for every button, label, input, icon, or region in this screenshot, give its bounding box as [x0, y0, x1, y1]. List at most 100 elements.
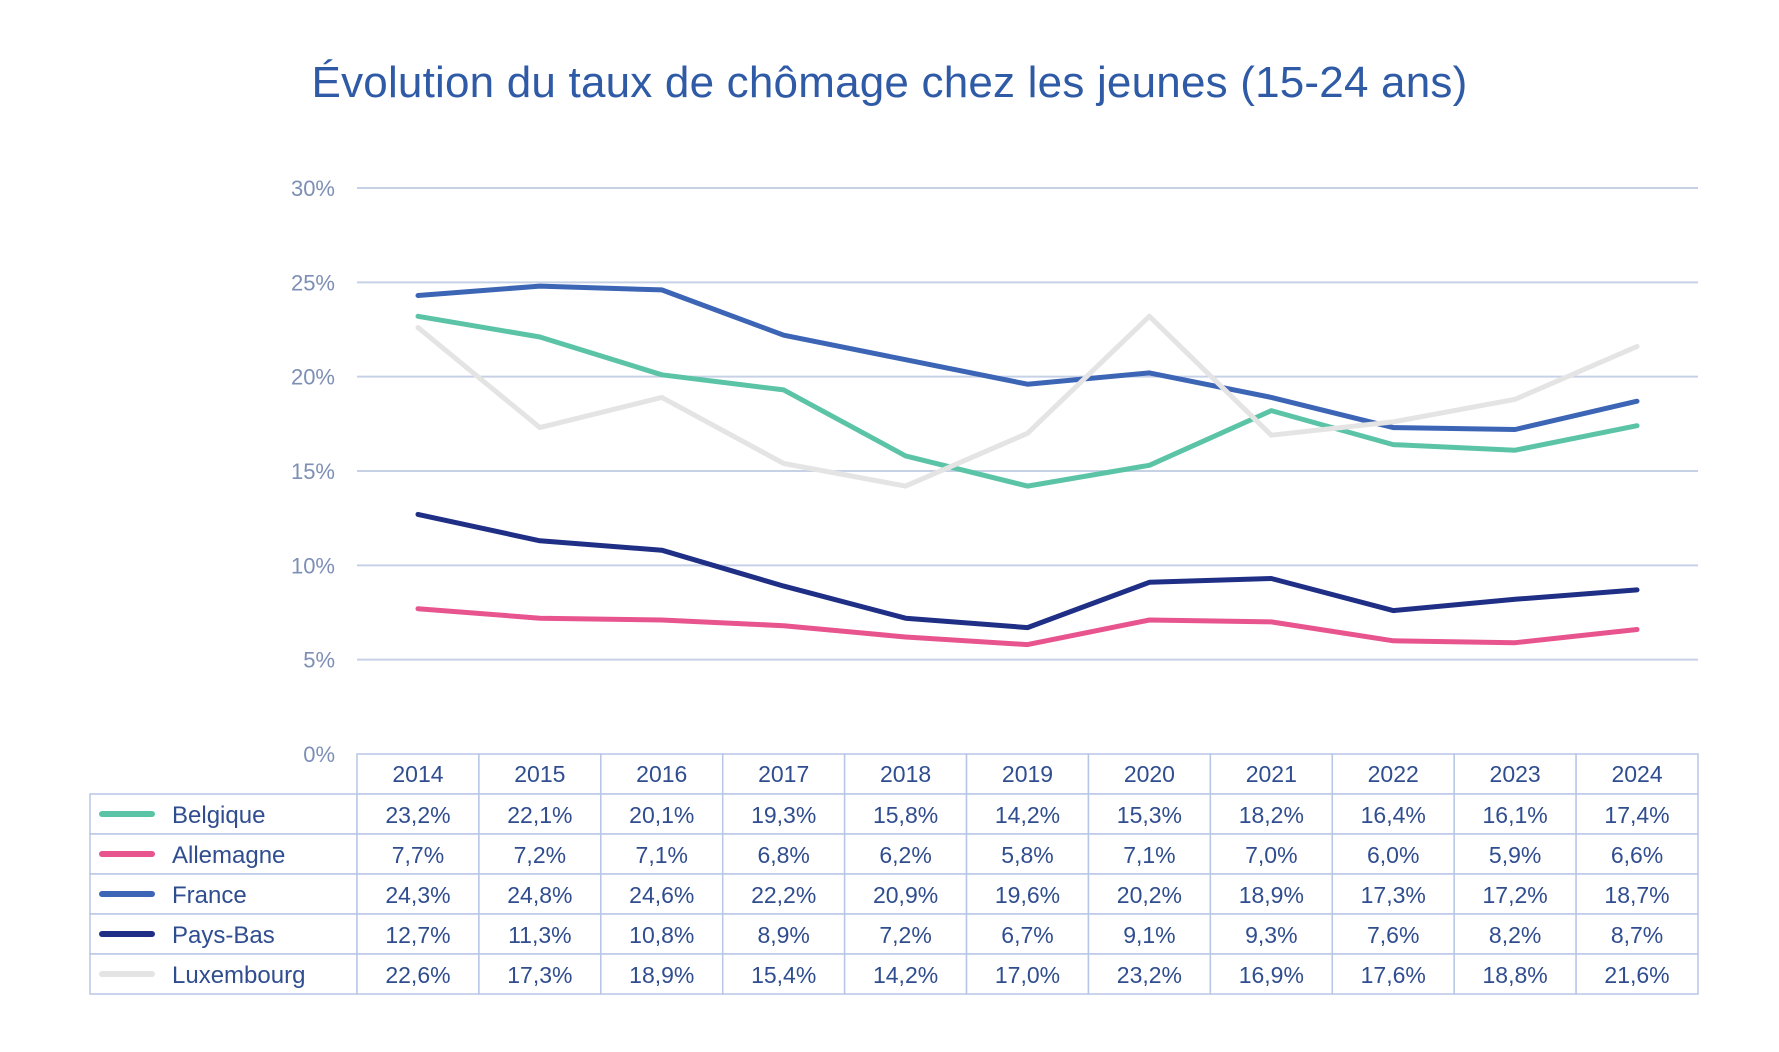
y-axis-ticks: 0% 5% 10% 15% 20% 25% 30%: [291, 176, 335, 767]
table-cell: [1331, 873, 1455, 915]
table-cell: [843, 913, 968, 955]
data-label: 8,9%: [757, 922, 809, 948]
table-cell: [478, 953, 602, 995]
data-label: 15,4%: [751, 962, 816, 988]
data-label: 6,2%: [879, 842, 931, 868]
data-label: 14,2%: [873, 962, 938, 988]
table-cell: [721, 913, 846, 955]
table-cell: [965, 793, 1090, 835]
data-label: 7,2%: [879, 922, 931, 948]
series-line-france: [415, 283, 1640, 432]
data-label: 17,3%: [1361, 882, 1426, 908]
x-tick-label: 2024: [1611, 761, 1662, 787]
data-label: 18,8%: [1483, 962, 1548, 988]
data-label: 18,9%: [1239, 882, 1304, 908]
data-label: 7,0%: [1245, 842, 1297, 868]
data-label: 22,1%: [507, 802, 572, 828]
table-cell: [600, 913, 724, 955]
data-label: 24,8%: [507, 882, 572, 908]
data-table: 2014 2015 2016 2017 2018 2019 2020 2021 2022 2023…: [89, 753, 1699, 995]
table-cell: [721, 833, 846, 875]
data-label: 6,6%: [1611, 842, 1663, 868]
table-header-cell: [721, 753, 846, 795]
data-label: 6,7%: [1001, 922, 1053, 948]
data-label: 19,3%: [751, 802, 816, 828]
legend-label: Luxembourg: [172, 962, 305, 989]
series-line-pays-bas: [415, 511, 1640, 631]
table-cell: [1575, 793, 1699, 835]
table-cell: [600, 953, 724, 995]
y-tick-label: 15%: [291, 459, 335, 484]
table-cell: [965, 953, 1090, 995]
data-label: 17,3%: [507, 962, 572, 988]
data-label: 24,6%: [629, 882, 694, 908]
data-label: 17,0%: [995, 962, 1060, 988]
table-cell: [1331, 953, 1455, 995]
data-label: 19,6%: [995, 882, 1060, 908]
table-cell: [1575, 913, 1699, 955]
data-label: 16,1%: [1483, 802, 1548, 828]
table-header-cell: [1331, 753, 1455, 795]
data-label: 16,4%: [1361, 802, 1426, 828]
data-label: 18,7%: [1604, 882, 1669, 908]
y-tick-label: 10%: [291, 553, 335, 578]
data-label: 6,8%: [757, 842, 809, 868]
x-tick-label: 2017: [758, 761, 809, 787]
series-line-belgique: [415, 313, 1640, 489]
data-label: 23,2%: [1117, 962, 1182, 988]
data-label: 20,2%: [1117, 882, 1182, 908]
table-header-cell: [1575, 753, 1699, 795]
table-cell: [1575, 953, 1699, 995]
data-label: 11,3%: [508, 922, 572, 948]
table-cell: [478, 913, 602, 955]
x-tick-label: 2015: [514, 761, 565, 787]
y-tick-label: 5%: [303, 648, 335, 673]
series-lines: [415, 283, 1640, 648]
legend-label: Pays-Bas: [172, 922, 275, 949]
gridlines: [357, 187, 1698, 661]
data-label: 7,2%: [514, 842, 566, 868]
x-tick-label: 2016: [636, 761, 687, 787]
data-label: 12,7%: [385, 922, 450, 948]
data-label: 15,8%: [873, 802, 938, 828]
data-label: 17,2%: [1483, 882, 1548, 908]
table-cell: [1453, 953, 1577, 995]
table-cell: [721, 953, 846, 995]
table-cell: [843, 953, 968, 995]
table-cell: [721, 793, 846, 835]
x-tick-label: 2014: [392, 761, 443, 787]
data-label: 7,7%: [392, 842, 444, 868]
table-cell: [965, 913, 1090, 955]
data-label: 23,2%: [385, 802, 450, 828]
series-line-luxembourg: [415, 313, 1640, 489]
x-tick-label: 2023: [1490, 761, 1541, 787]
table-cell: [1331, 913, 1455, 955]
data-label: 20,9%: [873, 882, 938, 908]
table-cell: [1453, 913, 1577, 955]
x-tick-label: 2022: [1368, 761, 1419, 787]
table-cell: [843, 793, 968, 835]
table-cell: [1575, 873, 1699, 915]
data-label: 17,6%: [1361, 962, 1426, 988]
data-label: 16,9%: [1239, 962, 1304, 988]
y-tick-label: 20%: [291, 365, 335, 390]
table-cell: [1209, 953, 1334, 995]
data-label: 9,1%: [1123, 922, 1175, 948]
series-line-allemagne: [415, 606, 1640, 648]
data-label: 7,1%: [636, 842, 688, 868]
table-header-cell: [843, 753, 968, 795]
legend-label: Belgique: [172, 802, 265, 829]
table-header-cell: [965, 753, 1090, 795]
x-tick-label: 2020: [1124, 761, 1175, 787]
data-label: 9,3%: [1245, 922, 1297, 948]
data-label: 20,1%: [629, 802, 694, 828]
data-label: 22,2%: [751, 882, 816, 908]
y-tick-label: 25%: [291, 270, 335, 295]
chart-title: Évolution du taux de chômage chez les je…: [311, 58, 1468, 107]
legend-label: France: [172, 882, 247, 909]
data-label: 17,4%: [1604, 802, 1669, 828]
legend-label: Allemagne: [172, 842, 285, 869]
table-cell: [1209, 913, 1334, 955]
x-tick-label: 2021: [1246, 761, 1297, 787]
